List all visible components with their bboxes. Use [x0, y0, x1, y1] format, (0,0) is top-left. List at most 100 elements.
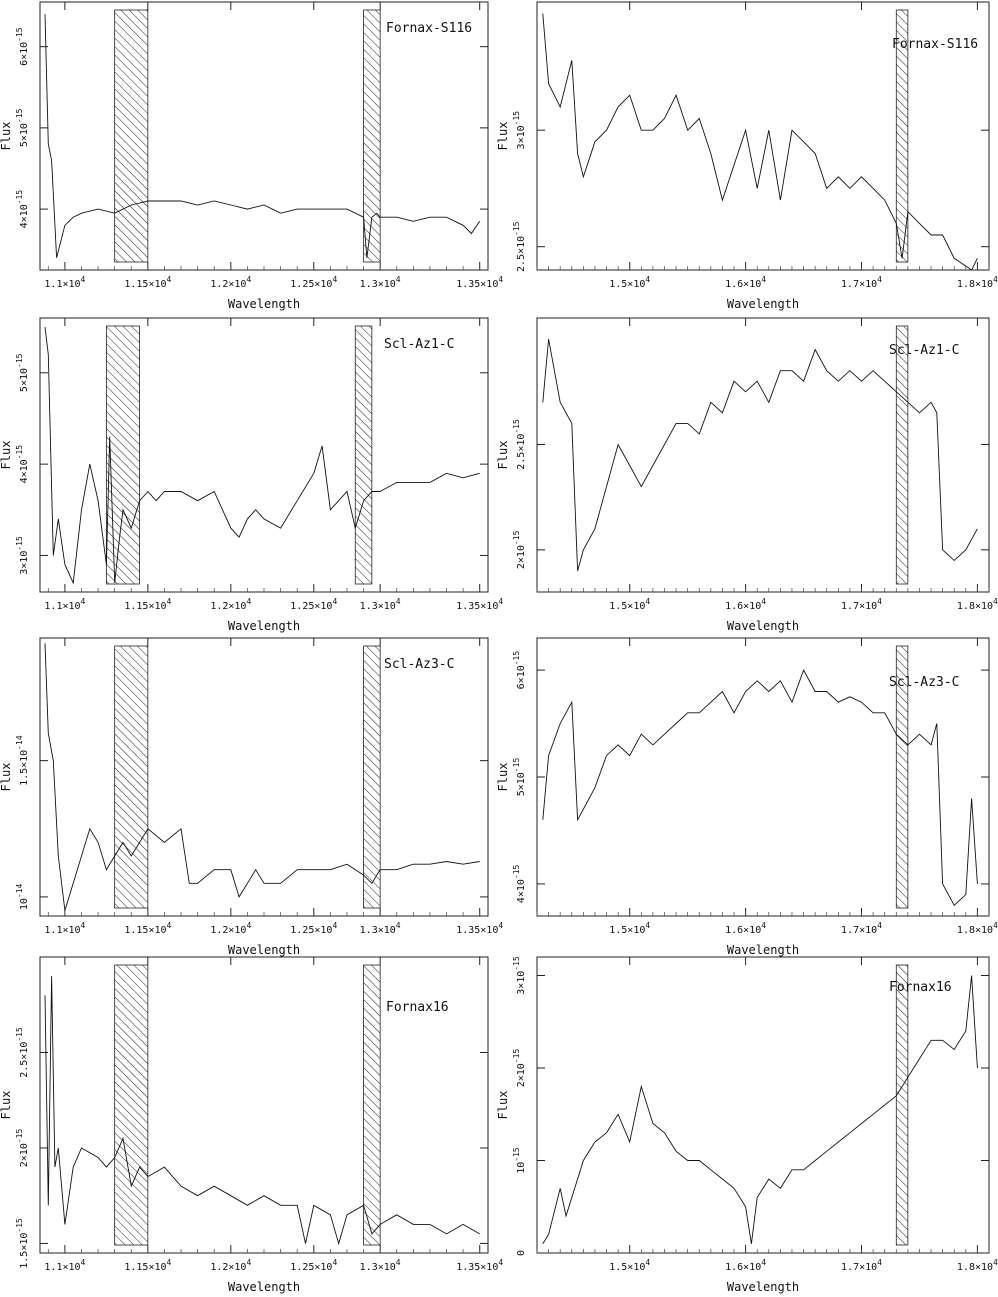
y-tick-label: 3×10-15: [512, 111, 527, 150]
y-tick-label: 5×10-15: [15, 108, 30, 147]
spectrum-panel: 1.1×104 1.15×104 1.2×104 1.25×104 1.3×104 1.3…: [0, 956, 503, 1294]
plot-frame: [39, 637, 489, 917]
x-tick-label: 1.6×104: [725, 921, 766, 936]
masked-region: [895, 645, 909, 909]
object-name-label: Fornax16: [386, 1000, 449, 1015]
y-tick-label: 5×10-15: [15, 353, 30, 392]
x-tick-label: 1.5×104: [609, 921, 650, 936]
x-tick-label: 1.6×104: [725, 275, 766, 290]
spectrum-line: [44, 14, 481, 258]
spectrum-panel: 1.1×104 1.15×104 1.2×104 1.25×104 1.3×104 1.3…: [0, 317, 503, 633]
x-tick-label: 1.2×104: [210, 275, 251, 290]
plot-frame: [536, 956, 990, 1254]
plot-frame: [536, 1, 990, 271]
x-axis-label: Wavelength: [727, 1280, 799, 1294]
x-tick-label: 1.2×104: [210, 597, 251, 612]
x-tick-label: 1.5×104: [609, 597, 650, 612]
masked-region: [895, 9, 909, 263]
spectrum-panel: 1.5×104 1.6×104 1.7×104 1.8×104 2.5×10-15 3×1…: [496, 1, 998, 311]
x-tick-label: 1.35×104: [456, 1258, 503, 1273]
x-tick-label: 1.3×104: [360, 275, 401, 290]
y-axis-label: Flux: [0, 1091, 13, 1120]
masked-region: [363, 9, 381, 263]
y-tick-label: 2.5×10-15: [512, 419, 527, 470]
x-tick-label: 1.6×104: [725, 1258, 766, 1273]
x-axis-label: Wavelength: [228, 297, 300, 311]
x-tick-label: 1.3×104: [360, 921, 401, 936]
x-tick-label: 1.35×104: [456, 597, 503, 612]
x-tick-label: 1.5×104: [609, 1258, 650, 1273]
y-axis-label: Flux: [496, 122, 510, 151]
x-axis-label: Wavelength: [727, 943, 799, 957]
plot-frame: [536, 317, 990, 593]
x-tick-label: 1.8×104: [957, 597, 998, 612]
masked-region: [895, 325, 909, 585]
x-tick-label: 1.3×104: [360, 597, 401, 612]
x-tick-label: 1.8×104: [957, 921, 998, 936]
y-axis-label: Flux: [496, 1091, 510, 1120]
x-tick-label: 1.2×104: [210, 1258, 251, 1273]
y-tick-label: 6×10-15: [15, 27, 30, 66]
y-tick-label: 10-15: [512, 1147, 527, 1174]
object-name-label: Scl-Az1-C: [384, 337, 454, 352]
x-tick-label: 1.25×104: [290, 1258, 337, 1273]
x-tick-label: 1.7×104: [841, 597, 882, 612]
y-tick-label: 4×10-15: [512, 864, 527, 903]
masked-region: [363, 645, 381, 909]
y-tick-label: 2×10-15: [15, 1129, 30, 1168]
x-tick-label: 1.7×104: [841, 275, 882, 290]
x-tick-label: 1.3×104: [360, 1258, 401, 1273]
masked-region: [354, 325, 373, 585]
object-name-label: Fornax16: [889, 980, 952, 995]
x-tick-label: 1.7×104: [841, 1258, 882, 1273]
x-tick-label: 1.8×104: [957, 1258, 998, 1273]
y-axis-label: Flux: [496, 763, 510, 792]
y-axis-label: Flux: [496, 441, 510, 470]
y-tick-label: 10-14: [15, 883, 30, 910]
spectrum-line: [542, 975, 978, 1245]
x-tick-label: 1.15×104: [124, 597, 171, 612]
masked-region: [114, 964, 149, 1246]
y-axis-label: Flux: [0, 763, 13, 792]
object-name-label: Scl-Az1-C: [889, 343, 959, 358]
object-name-label: Scl-Az3-C: [889, 675, 959, 690]
y-tick-label: 6×10-15: [512, 651, 527, 690]
x-tick-label: 1.5×104: [609, 275, 650, 290]
masked-region: [363, 964, 381, 1246]
x-axis-label: Wavelength: [228, 619, 300, 633]
x-tick-label: 1.15×104: [124, 1258, 171, 1273]
y-axis-label: Flux: [0, 441, 13, 470]
x-tick-label: 1.25×104: [290, 275, 337, 290]
y-tick-label: 2.5×10-15: [512, 221, 527, 272]
masked-region: [105, 325, 140, 585]
x-axis-label: Wavelength: [727, 619, 799, 633]
y-tick-label: 5×10-15: [512, 758, 527, 797]
y-tick-label: 4×10-15: [15, 445, 30, 484]
spectrum-line: [542, 339, 978, 572]
y-tick-label: 3×10-15: [512, 956, 527, 995]
x-tick-label: 1.1×104: [44, 597, 85, 612]
spectrum-line: [542, 13, 978, 271]
masked-region: [114, 645, 149, 909]
spectrum-panel: 1.5×104 1.6×104 1.7×104 1.8×104 2×10-15 2.5×1…: [496, 317, 998, 633]
masked-region: [895, 964, 909, 1246]
x-tick-label: 1.1×104: [44, 275, 85, 290]
y-tick-label: 1.5×10-15: [15, 1218, 30, 1269]
y-tick-label: 2×10-15: [512, 1049, 527, 1088]
x-tick-label: 1.7×104: [841, 921, 882, 936]
spectrum-line: [44, 643, 480, 911]
x-tick-label: 1.6×104: [725, 597, 766, 612]
object-name-label: Fornax-S116: [386, 21, 472, 36]
masked-region: [114, 9, 149, 263]
y-tick-label: 1.5×10-14: [15, 735, 30, 786]
x-tick-label: 1.25×104: [290, 597, 337, 612]
x-axis-label: Wavelength: [228, 1280, 300, 1294]
spectrum-panel: 1.5×104 1.6×104 1.7×104 1.8×104 0 10-15 2×10-1…: [496, 956, 998, 1294]
y-tick-label: 2×10-15: [512, 530, 527, 569]
x-tick-label: 1.2×104: [210, 921, 251, 936]
x-tick-label: 1.1×104: [44, 921, 85, 936]
x-tick-label: 1.25×104: [290, 921, 337, 936]
y-axis-label: Flux: [0, 122, 13, 151]
spectrum-panel: 1.5×104 1.6×104 1.7×104 1.8×104 4×10-15 5×10-…: [496, 637, 998, 957]
